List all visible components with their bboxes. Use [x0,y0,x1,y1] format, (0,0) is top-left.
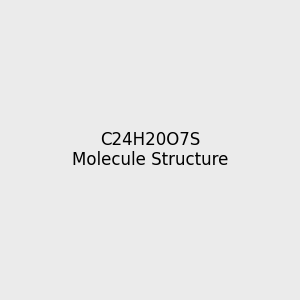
Text: C24H20O7S
Molecule Structure: C24H20O7S Molecule Structure [72,130,228,170]
